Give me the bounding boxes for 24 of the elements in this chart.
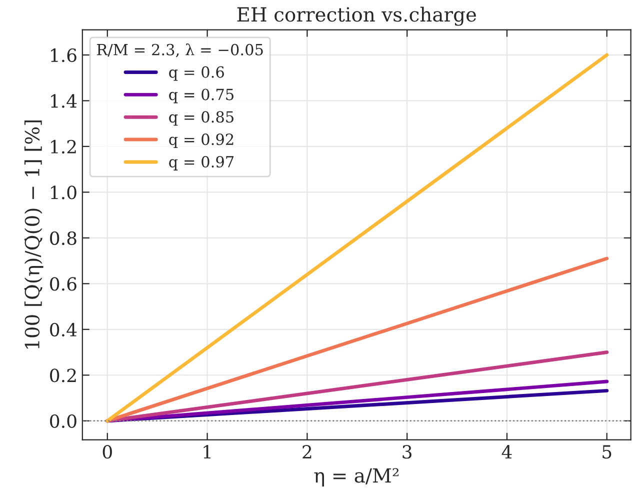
y-tick-label: 1.4 (51, 94, 77, 108)
x-tick-label: 2 (302, 445, 312, 458)
y-tick-label: 0.8 (50, 231, 76, 246)
x-tick-label: 1 (204, 445, 210, 458)
y-tick-label: 0.2 (50, 368, 76, 382)
chart-title: EH correction vs.charge (237, 6, 476, 26)
x-tick-label: 4 (502, 445, 512, 458)
legend-label: q = 0.85 (169, 111, 234, 126)
x-tick-label: 0 (102, 445, 112, 459)
y-tick-label: 1.0 (51, 186, 76, 200)
y-tick-label: 0.0 (50, 414, 76, 428)
x-tick-label: 5 (602, 445, 612, 459)
y-tick-label: 1.2 (51, 140, 76, 154)
legend-label: q = 0.6 (169, 66, 224, 81)
x-axis-title: η = a/M² (314, 468, 398, 487)
legend-label: q = 0.92 (169, 134, 234, 148)
y-tick-label: 0.6 (50, 277, 76, 291)
legend-label: q = 0.97 (169, 156, 234, 170)
y-tick-label: 1.6 (51, 48, 76, 62)
legend-title: R/M = 2.3, λ = −0.05 (97, 43, 263, 58)
legend-label: q = 0.75 (169, 88, 234, 104)
x-tick-label: 3 (402, 445, 412, 459)
y-axis-title: 100 [Q̇(η)/Q̇(0) − 1] [%] (24, 120, 44, 349)
y-tick-label: 0.4 (50, 322, 77, 337)
